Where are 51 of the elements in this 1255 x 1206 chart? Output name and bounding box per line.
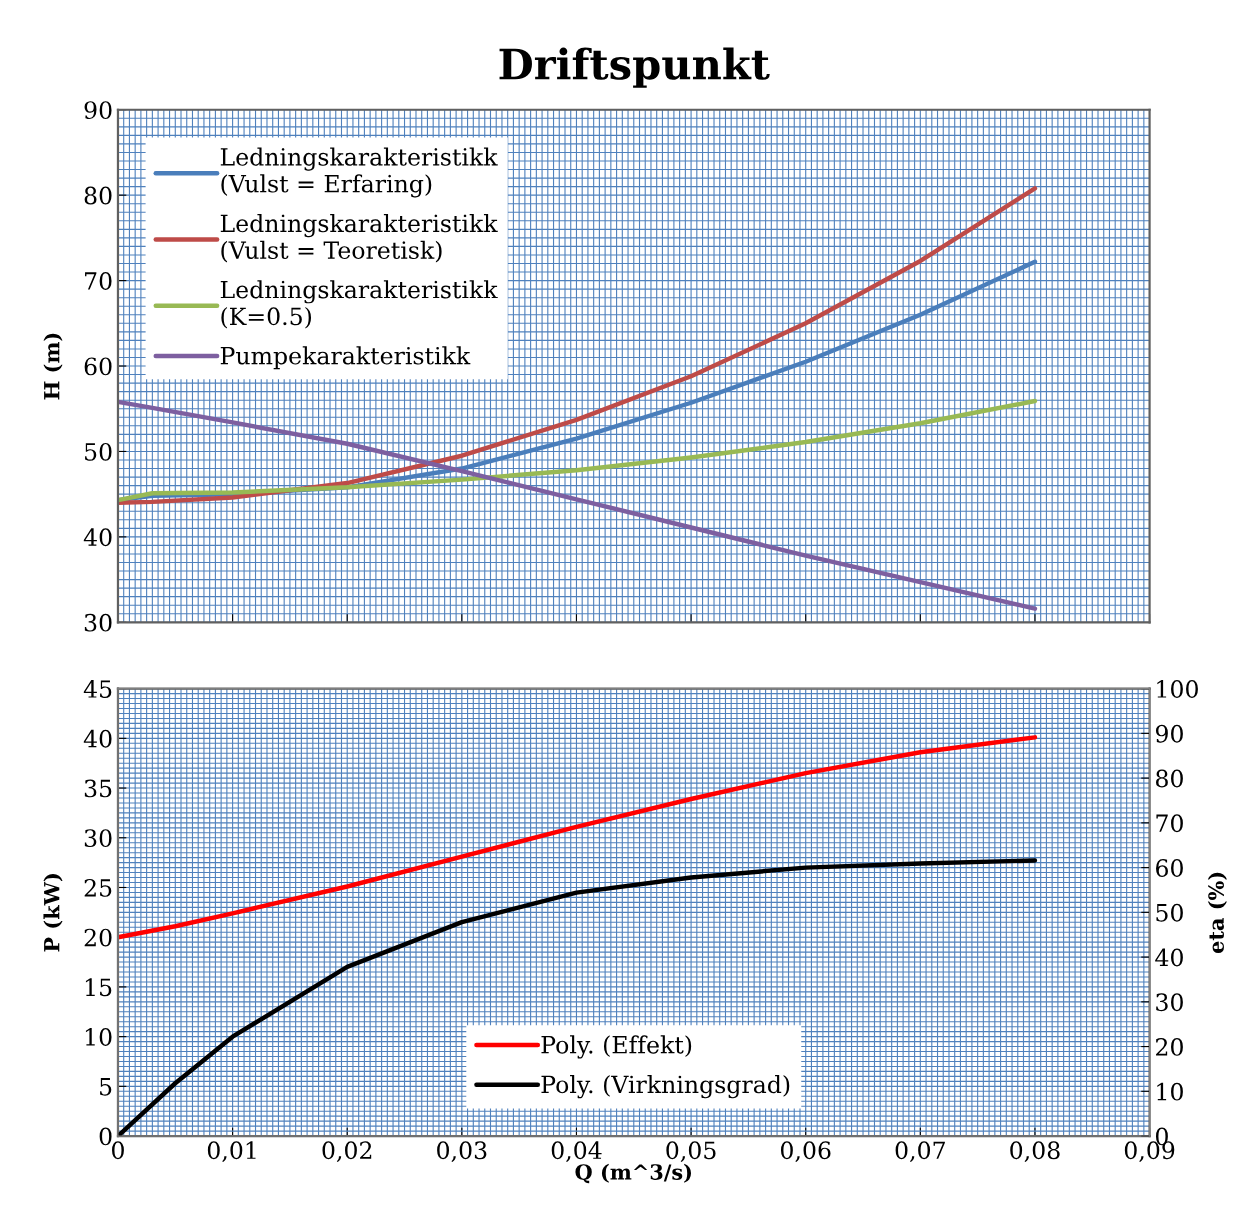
chart-title: Driftspunkt — [499, 47, 770, 88]
y-axis-title: H (m) — [43, 333, 63, 400]
y-tick-label: 15 — [85, 978, 112, 997]
y-tick-label: 10 — [85, 1028, 112, 1046]
y-tick-label: 0 — [99, 1127, 112, 1146]
legend-label: Poly. (Virkningsgrad) — [541, 1075, 790, 1099]
y2-tick-label: 60 — [1156, 859, 1183, 877]
x-tick-label: 0,05 — [666, 1141, 716, 1163]
y-tick-label: 80 — [84, 186, 112, 205]
y2-tick-label: 100 — [1157, 680, 1198, 698]
y2-tick-label: 90 — [1155, 724, 1183, 743]
legend-label: Ledningskarakteristikk (K=0.5) — [220, 280, 498, 329]
legend-label: Ledningskarakteristikk (Vulst = Teoretisk) — [220, 214, 498, 263]
legend-label: Pumpekarakteristikk — [220, 346, 471, 370]
line-series — [117, 399, 1038, 611]
y2-tick-label: 30 — [1156, 993, 1183, 1012]
y2-tick-label: 20 — [1156, 1038, 1183, 1056]
y2-tick-label: 40 — [1155, 948, 1183, 967]
x-tick-label: 0,08 — [1010, 1141, 1060, 1163]
x-tick-label: 0,06 — [780, 1141, 831, 1163]
legend-label: Ledningskarakteristikk (Vulst = Erfaring) — [220, 147, 498, 198]
x-tick-label: 0,02 — [322, 1141, 372, 1163]
y-tick-label: 5 — [100, 1078, 112, 1096]
y2-axis-title: eta (%) — [1207, 872, 1227, 954]
y-axis-title: P (kW) — [43, 874, 63, 952]
x-tick-label: 0,01 — [207, 1141, 256, 1163]
x-tick-label: 0 — [112, 1141, 124, 1160]
line-series — [117, 398, 1038, 503]
y-tick-label: 30 — [84, 613, 112, 632]
y2-tick-label: 50 — [1156, 903, 1183, 922]
x-tick-label: 0,03 — [437, 1141, 487, 1163]
x-tick-label: 0,07 — [895, 1141, 945, 1163]
y-tick-label: 45 — [83, 680, 112, 698]
y-tick-label: 20 — [84, 928, 112, 947]
y2-tick-label: 70 — [1156, 814, 1183, 833]
y-tick-label: 50 — [85, 442, 112, 461]
y-tick-label: 90 — [84, 101, 112, 120]
y-tick-label: 70 — [85, 272, 112, 290]
y2-tick-label: 10 — [1157, 1082, 1183, 1101]
legend-label: Poly. (Effekt) — [541, 1035, 692, 1059]
y-tick-label: 30 — [84, 829, 112, 848]
y-tick-label: 40 — [83, 729, 112, 748]
x-axis-title: Q (m^3/s) — [575, 1163, 692, 1184]
y2-tick-label: 80 — [1156, 769, 1183, 788]
y-tick-label: 40 — [83, 528, 112, 547]
y-tick-label: 35 — [84, 779, 112, 798]
line-series — [117, 858, 1038, 1137]
y-tick-label: 60 — [84, 357, 112, 376]
y-tick-label: 25 — [84, 878, 112, 897]
line-series — [117, 735, 1038, 940]
x-tick-label: 0,04 — [551, 1141, 602, 1163]
